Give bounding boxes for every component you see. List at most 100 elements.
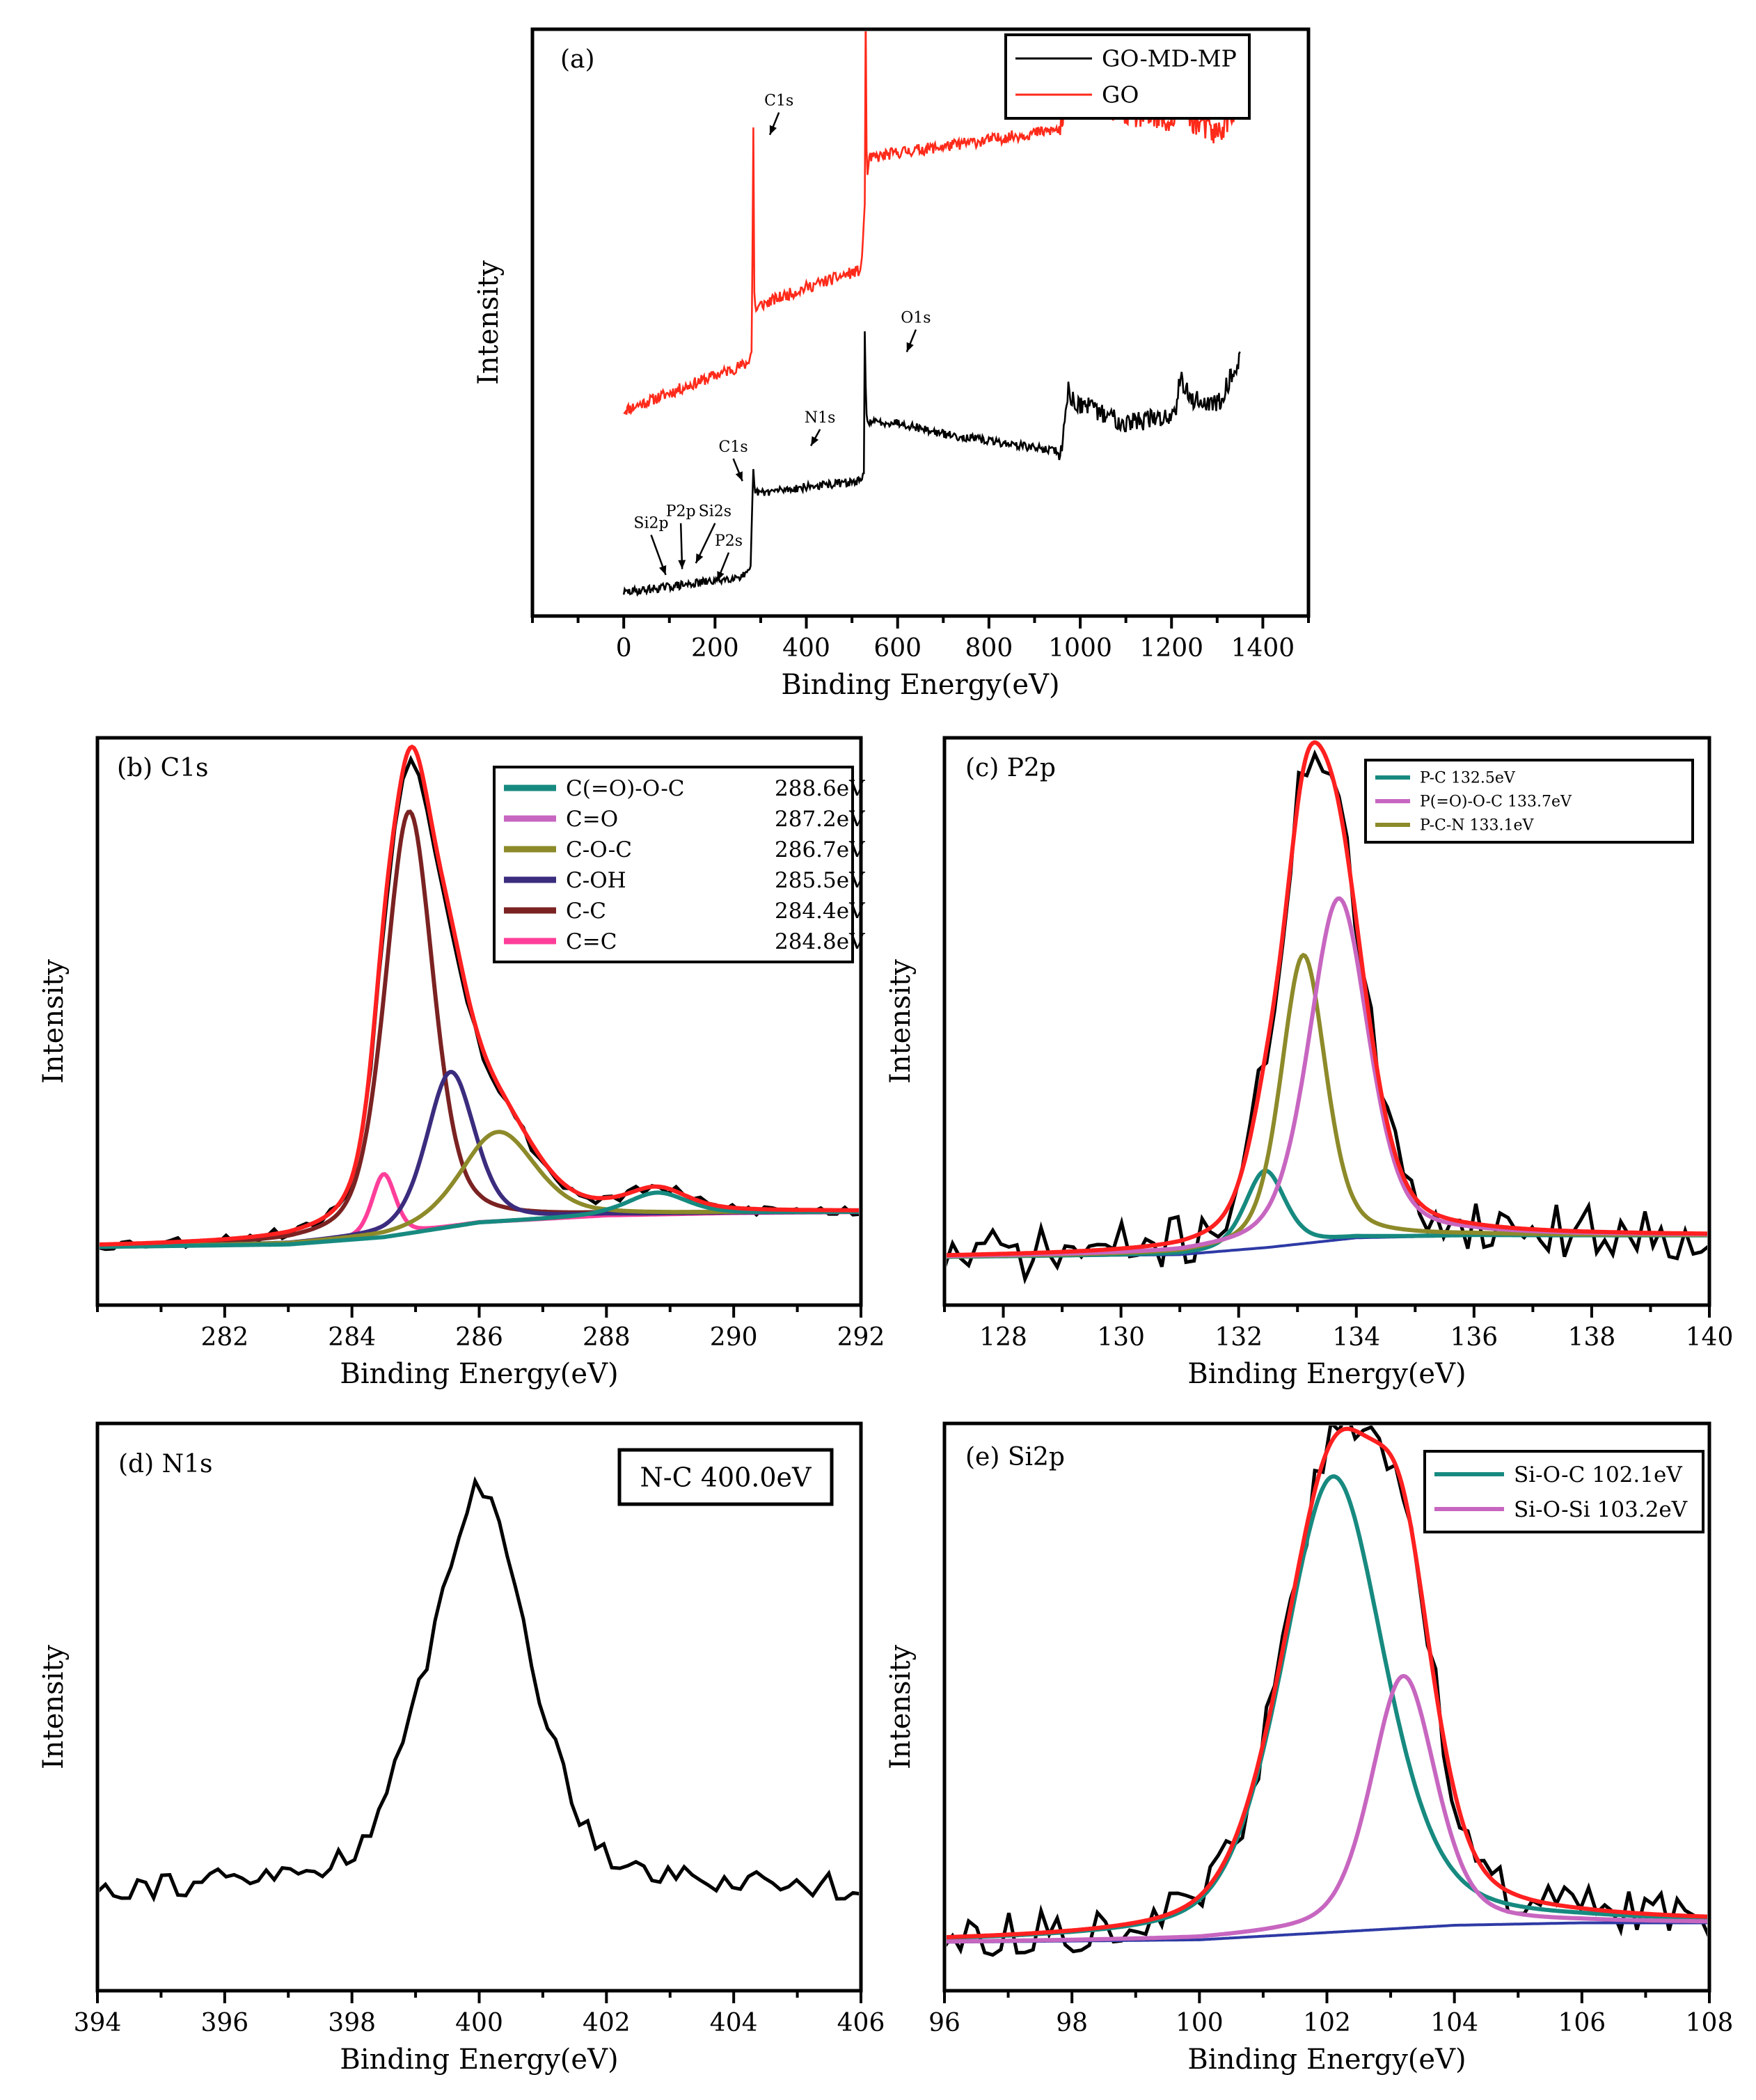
x-axis-label: Binding Energy(eV) <box>781 669 1059 701</box>
legend-entry-label: P(=O)-O-C 133.7eV <box>1420 794 1572 811</box>
annotation-arrowhead <box>658 565 667 575</box>
peak-annotation: O1s <box>901 310 931 327</box>
x-tick-label: 98 <box>1056 2009 1088 2037</box>
raw-spectrum-line <box>100 1476 859 1903</box>
x-tick-label: 96 <box>928 2009 960 2037</box>
x-axis-label: Binding Energy(eV) <box>340 1358 618 1390</box>
legend-entry-value: 284.8eV <box>775 929 865 954</box>
legend-entry-value: 102.1eV <box>1585 1462 1682 1487</box>
x-tick-label: 138 <box>1568 1323 1616 1352</box>
series-line-go-md-mp <box>622 331 1241 597</box>
plot-frame-c <box>942 736 1711 1307</box>
legend-box <box>1423 1450 1704 1533</box>
legend-entry-label: C-OH <box>566 868 626 893</box>
plot-area-e <box>947 1426 1707 1957</box>
fit-peak-c-o-o-c <box>100 1190 859 1249</box>
annotation-arrowhead <box>695 553 704 564</box>
legend-entry-label: N-C 400.0eV <box>640 1462 812 1493</box>
y-axis-label: Intensity <box>473 260 505 385</box>
plot-area-c <box>947 740 1707 1285</box>
x-tick-label: 284 <box>328 1323 376 1352</box>
peak-annotation: C1s <box>719 439 748 456</box>
legend-entry-label: C=O <box>566 807 618 832</box>
annotation-arrowhead <box>811 436 819 446</box>
legend-box <box>1004 33 1251 120</box>
x-tick-label: 406 <box>837 2009 885 2037</box>
x-tick-label: 288 <box>583 1323 631 1352</box>
legend-entry-value: 132.5eV <box>1446 770 1516 787</box>
x-tick-label: 0 <box>616 634 632 663</box>
peak-annotation: P2s <box>715 532 743 550</box>
plot-area-b <box>100 744 859 1252</box>
panel-d: 394 396 398 400 402 404 406 Binding Energy(eV) I… <box>38 1421 885 2076</box>
legend-entry-label: C-O-C <box>566 837 632 862</box>
legend-entry-value: 288.6eV <box>775 776 865 801</box>
x-tick-label: 404 <box>710 2009 758 2037</box>
x-tick-label: 400 <box>455 2009 503 2037</box>
x-tick-label: 136 <box>1450 1323 1498 1352</box>
legend-entry-label: C(=O)-O-C <box>566 776 685 801</box>
legend-box <box>617 1448 834 1506</box>
y-axis-label: Intensity <box>885 959 917 1084</box>
x-tick-label: 1000 <box>1048 634 1112 663</box>
x-axis-label: Binding Energy(eV) <box>1187 2044 1466 2076</box>
plot-area-d <box>100 1476 859 1903</box>
legend-entry-label: Si-O-Si 103.2eV <box>1514 1497 1688 1522</box>
x-tick-label: 394 <box>74 2009 122 2037</box>
raw-spectrum-line <box>947 749 1707 1285</box>
annotation-arrowhead <box>735 471 743 482</box>
legend-entry-label: GO-MD-MP <box>1102 45 1237 72</box>
fit-envelope-line <box>100 744 859 1247</box>
x-tick-label: 100 <box>1176 2009 1224 2037</box>
x-tick-label: 600 <box>873 634 921 663</box>
legend-entry-name: P(=O)-O-C <box>1420 794 1503 811</box>
peak-annotation: Si2p <box>633 515 668 532</box>
panel-label: (d) N1s <box>118 1450 212 1478</box>
annotation-arrowhead <box>678 560 686 569</box>
x-tick-label: 130 <box>1097 1323 1145 1352</box>
plot-frame-a <box>530 27 1311 618</box>
x-tick-label: 290 <box>710 1323 758 1352</box>
panel-c: 128 130 132 134 136 138 140 Binding Energy(eV) I… <box>885 736 1733 1390</box>
legend-entry-label: Si-O-C 102.1eV <box>1514 1462 1682 1487</box>
fit-peak-si-o-si <box>947 1673 1707 1944</box>
legend-entry-value: 285.5eV <box>775 868 865 893</box>
legend-entry-value: 284.4eV <box>775 899 865 924</box>
legend-box <box>1364 759 1694 844</box>
fit-peak-p-c-n <box>947 952 1707 1258</box>
legend-entry-value: 133.7eV <box>1503 794 1572 811</box>
legend-entry-name: N-C <box>640 1462 693 1493</box>
x-tick-label: 132 <box>1215 1323 1263 1352</box>
plot-frame-d <box>95 1421 863 1993</box>
legend-entry-name: P-C-N <box>1420 817 1465 835</box>
x-tick-label: 1200 <box>1139 634 1203 663</box>
x-tick-label: 134 <box>1332 1323 1380 1352</box>
legend-entry-name: P-C <box>1420 770 1446 787</box>
x-tick-label: 200 <box>691 634 739 663</box>
legend-entry-value: 103.2eV <box>1590 1497 1688 1522</box>
y-axis-label: Intensity <box>38 1645 70 1769</box>
panel-a: 0 200 400 600 800 1000 1200 1400 Binding Energy(… <box>473 27 1311 701</box>
x-tick-label: 128 <box>979 1323 1027 1352</box>
panel-b: 282 284 286 288 290 292 Binding Energy(eV) Inte… <box>38 736 885 1390</box>
peak-annotation: N1s <box>805 409 836 427</box>
panel-e: 96 98 100 102 104 106 108 Binding Energy(eV) Int… <box>885 1421 1733 2076</box>
x-axis-label: Binding Energy(eV) <box>340 2044 618 2076</box>
x-tick-label: 292 <box>837 1323 885 1352</box>
x-tick-label: 400 <box>782 634 830 663</box>
y-axis-label: Intensity <box>38 959 70 1084</box>
panel-label: (a) <box>560 45 595 74</box>
fit-envelope-line <box>947 740 1707 1258</box>
legend-entry-name: Si-O-C <box>1514 1462 1585 1487</box>
legend-entry-value: 286.7eV <box>775 837 865 862</box>
legend-entry-label: P-C-N 133.1eV <box>1420 817 1535 835</box>
x-tick-label: 1400 <box>1231 634 1295 663</box>
legend-entry-label: GO <box>1102 81 1139 109</box>
legend-entry-label: C=C <box>566 929 617 954</box>
x-tick-label: 102 <box>1303 2009 1351 2037</box>
legend-entry-label: C-C <box>566 899 606 924</box>
peak-annotation: C1s <box>764 93 793 110</box>
annotation-arrowhead <box>906 342 914 352</box>
peak-annotation: Si2s <box>699 503 731 521</box>
